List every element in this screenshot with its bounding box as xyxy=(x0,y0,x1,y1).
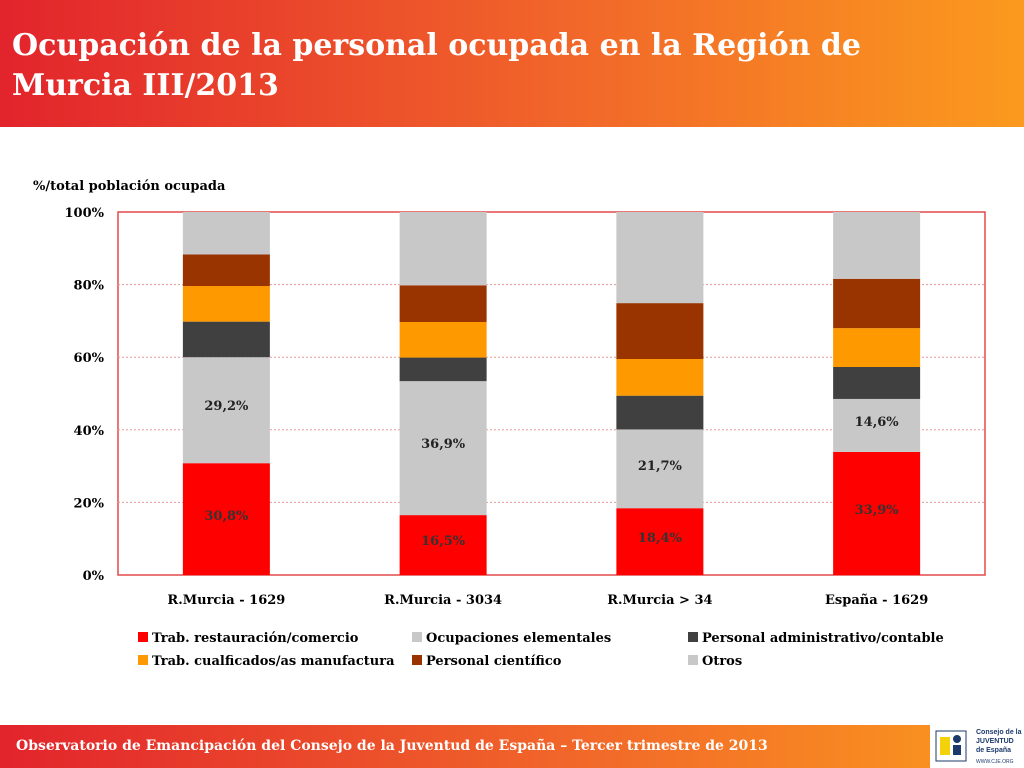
legend-swatch xyxy=(688,655,698,665)
bar-segment xyxy=(399,381,487,516)
legend-label: Personal científico xyxy=(426,654,562,669)
bar-segment xyxy=(616,429,704,509)
x-axis-categories: R.Murcia - 1629 R.Murcia - 3034 R.Murcia >… xyxy=(167,593,928,608)
bar-segment xyxy=(616,212,704,304)
legend-swatch xyxy=(138,632,148,642)
bar-segment xyxy=(182,321,270,358)
y-tick-label: 0% xyxy=(83,569,105,584)
bar-segment xyxy=(616,508,704,575)
legend-swatch xyxy=(412,655,422,665)
bar-segment xyxy=(182,254,270,287)
legend-swatch xyxy=(412,632,422,642)
x-tick-label: R.Murcia > 34 xyxy=(607,593,712,608)
bar-segment xyxy=(182,357,270,464)
y-tick-label: 40% xyxy=(74,424,105,439)
bar-segment xyxy=(833,278,921,329)
logo-line-2: JUVENTUD xyxy=(976,738,1014,745)
page-title: Ocupación de la personal ocupada en la R… xyxy=(12,28,861,103)
legend-swatch xyxy=(688,632,698,642)
cje-logo: Consejo de la JUVENTUD de España WWW.CJE… xyxy=(930,725,1024,768)
header-banner: Ocupación de la personal ocupada en la R… xyxy=(0,0,1024,127)
logo-line-1: Consejo de la xyxy=(976,729,1022,736)
y-tick-label: 100% xyxy=(65,206,105,221)
bar-segment xyxy=(182,463,270,575)
legend: Trab. restauración/comercio Ocupaciones e… xyxy=(138,631,944,669)
legend-label: Otros xyxy=(702,654,742,669)
y-tick-label: 60% xyxy=(74,351,105,366)
bar-segment xyxy=(833,451,921,575)
data-labels: 30,8% 29,2% 16,5% 36,9% 18,4% 21,7% 33,9% 14,6% xyxy=(204,399,899,549)
logo-line-3: de España xyxy=(976,747,1012,754)
bar-segment xyxy=(182,212,270,255)
y-axis-label: %/total población ocupada xyxy=(33,179,226,194)
bar-segment xyxy=(399,515,487,575)
x-tick-label: R.Murcia - 3034 xyxy=(384,593,502,608)
data-label: 14,6% xyxy=(855,415,900,430)
plot-frame xyxy=(117,211,986,576)
bar-segment xyxy=(399,357,487,382)
data-label: 18,4% xyxy=(638,531,683,546)
x-tick-label: R.Murcia - 1629 xyxy=(167,593,285,608)
legend-label: Personal administrativo/contable xyxy=(702,631,944,646)
footer-banner: Observatorio de Emancipación del Consejo… xyxy=(0,725,1024,768)
y-tick-label: 20% xyxy=(74,496,105,511)
data-label: 36,9% xyxy=(421,437,466,452)
stacked-bar-chart: %/total población ocupada 0% 20% 40% 60% 80%… xyxy=(33,179,986,669)
logo-url: WWW.CJE.ORG xyxy=(976,759,1014,765)
legend-label: Ocupaciones elementales xyxy=(426,631,611,646)
bar-segment xyxy=(182,286,270,322)
bars xyxy=(182,212,921,575)
bar-segment xyxy=(399,321,487,358)
bar-segment xyxy=(616,303,704,360)
legend-swatch xyxy=(138,655,148,665)
bar-segment xyxy=(616,359,704,396)
legend-label: Trab. cualficados/as manufactura xyxy=(152,654,395,669)
legend-label: Trab. restauración/comercio xyxy=(152,631,359,646)
data-label: 16,5% xyxy=(421,534,466,549)
x-tick-label: España - 1629 xyxy=(825,593,928,608)
bar-segment xyxy=(399,212,487,286)
data-label: 21,7% xyxy=(638,459,683,474)
data-label: 33,9% xyxy=(855,503,900,518)
data-label: 30,8% xyxy=(204,509,249,524)
bar-segment xyxy=(616,395,704,430)
y-tick-label: 80% xyxy=(74,279,105,294)
footer-text: Observatorio de Emancipación del Consejo… xyxy=(16,738,768,754)
bar-segment xyxy=(833,367,921,399)
bar-segment xyxy=(833,328,921,368)
bar-segment xyxy=(833,212,921,279)
logo-mark-icon xyxy=(935,730,967,762)
bar-segment xyxy=(833,398,921,452)
data-label: 29,2% xyxy=(204,399,249,414)
y-axis-ticks: 0% 20% 40% 60% 80% 100% xyxy=(65,206,105,584)
bar-segment xyxy=(399,285,487,322)
